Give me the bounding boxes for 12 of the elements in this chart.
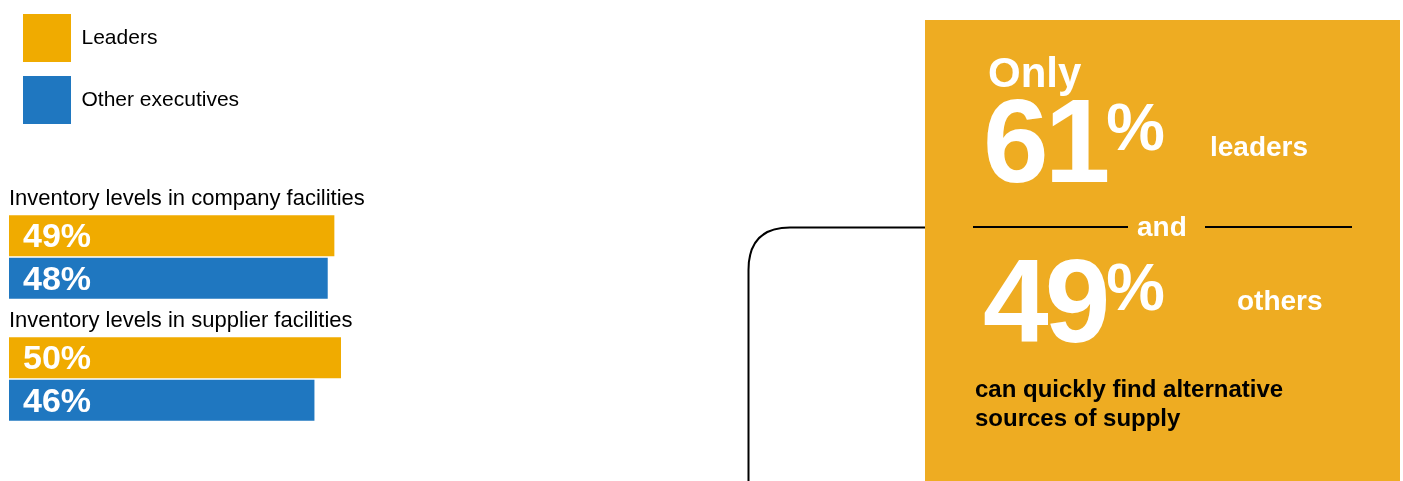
data-label: 46% (23, 380, 92, 419)
legend-label: Other executives (81, 86, 240, 110)
data-label: 49% (23, 216, 92, 255)
legend-label: Leaders (81, 24, 158, 48)
text: Only (988, 48, 1082, 98)
y-tick-label: Inventory levels in supplier facilities (9, 307, 353, 333)
data-label: 48% (23, 258, 92, 297)
text: can quickly find alternative sources of supply (975, 375, 1285, 433)
y-tick-label: Inventory levels in company facilities (9, 185, 365, 211)
text: leaders (1210, 130, 1309, 164)
text: others (1237, 284, 1323, 318)
data-label: 50% (23, 338, 92, 377)
